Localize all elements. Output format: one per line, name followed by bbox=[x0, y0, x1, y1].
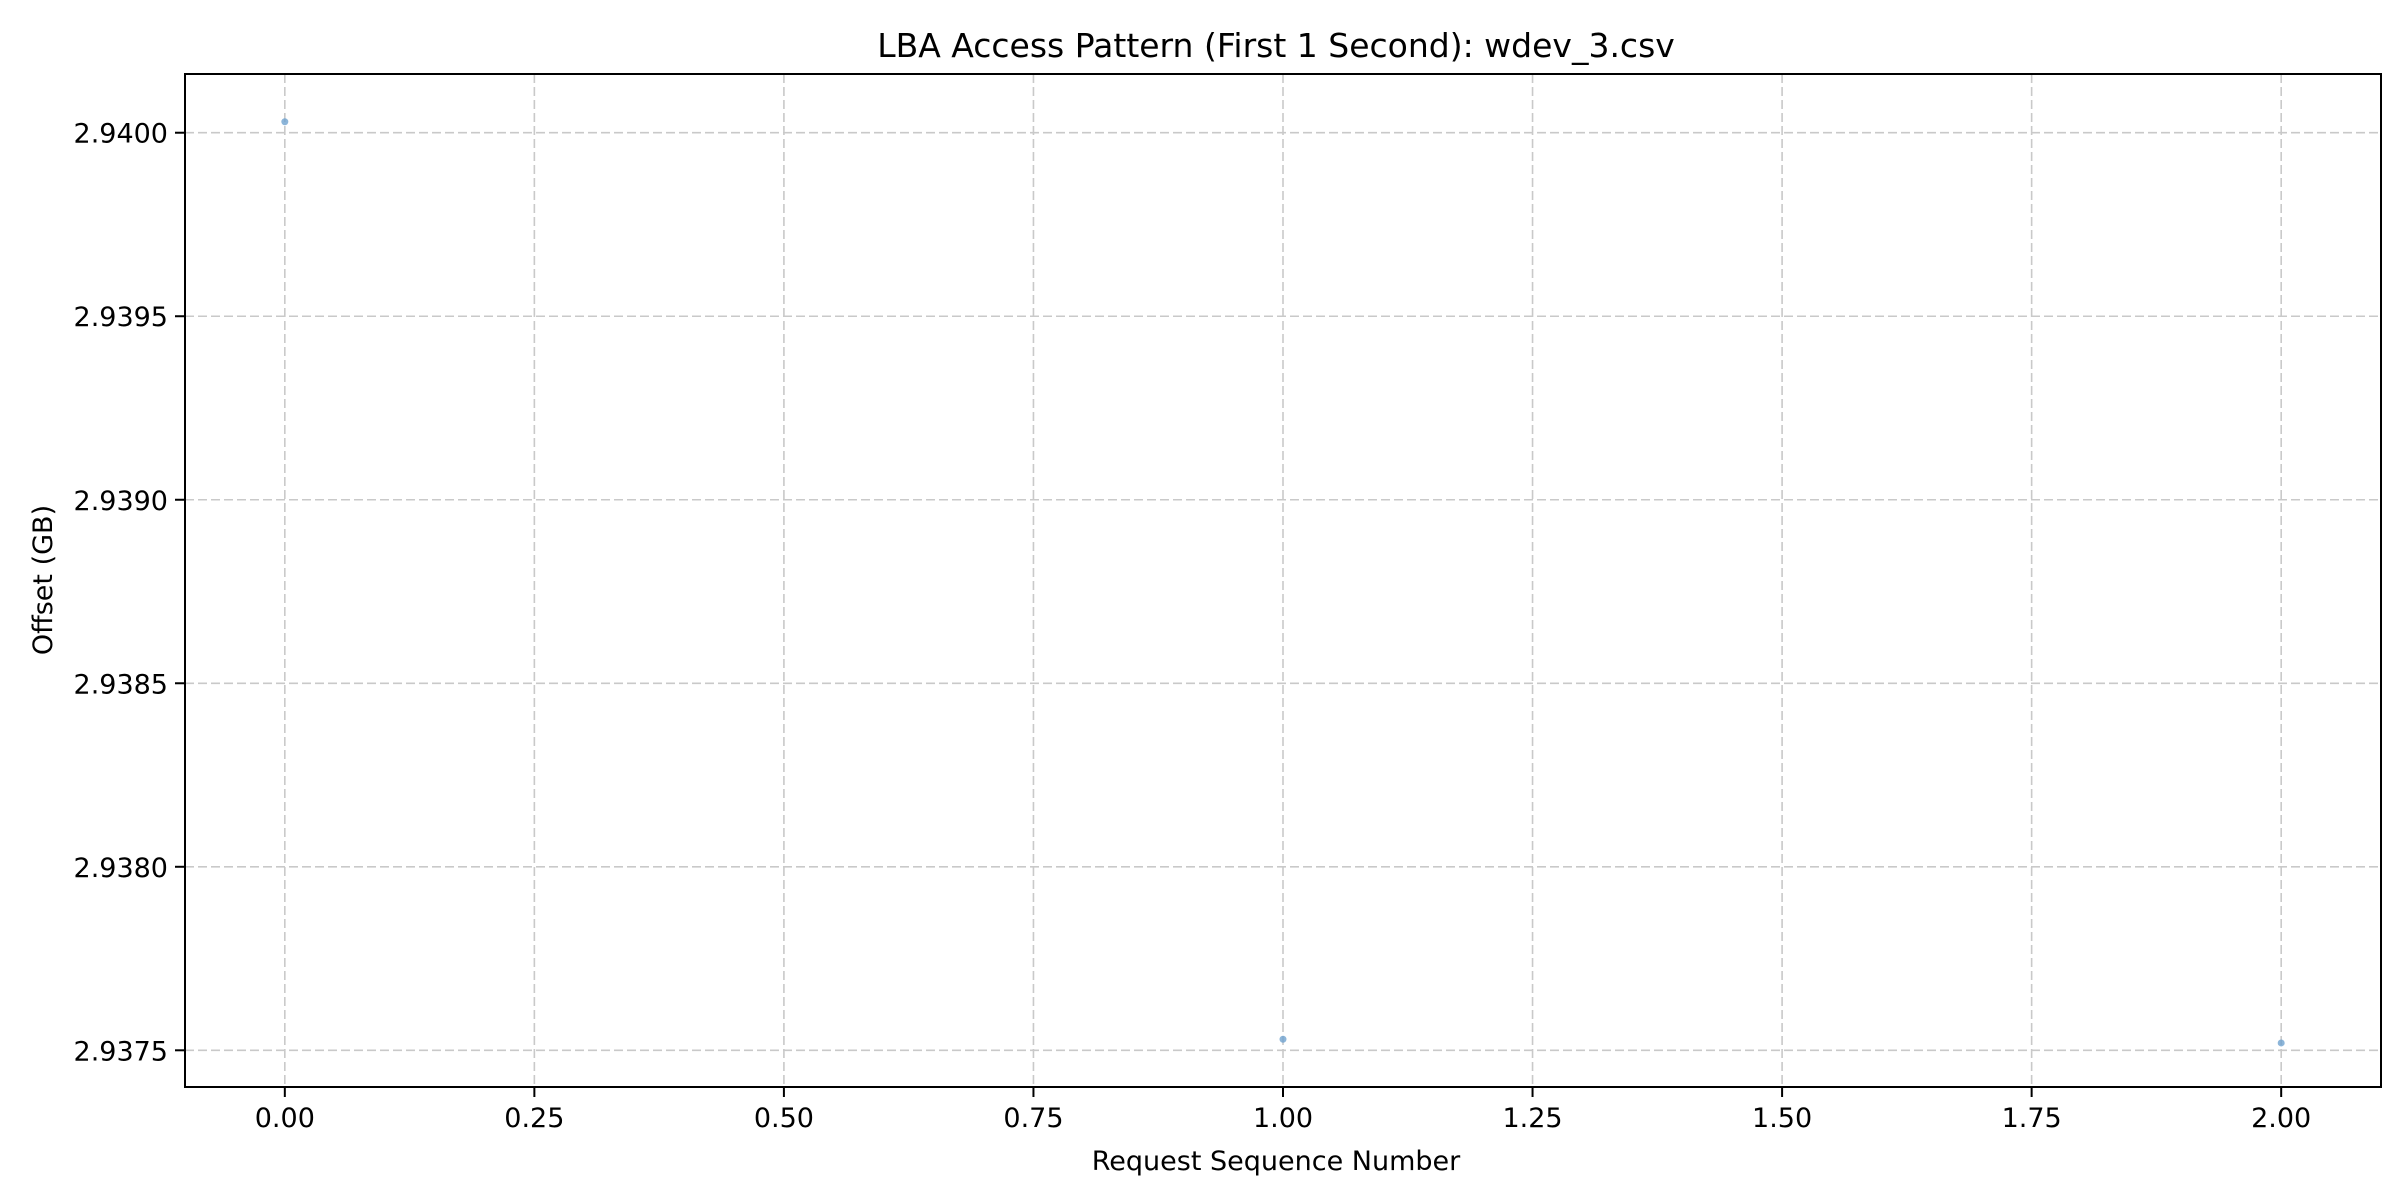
data-points bbox=[281, 118, 2285, 1047]
x-axis-ticks: 0.00 0.25 0.50 0.75 1.00 1.25 1.50 1.75 2.00 bbox=[255, 1087, 2311, 1134]
y-tick-label: 2.9390 bbox=[74, 486, 168, 517]
x-tick-label: 0.75 bbox=[1003, 1103, 1063, 1134]
y-tick-label: 2.9380 bbox=[74, 853, 168, 884]
x-tick-label: 0.50 bbox=[754, 1103, 814, 1134]
y-axis-ticks: 2.9375 2.9380 2.9385 2.9390 2.9395 2.9400 bbox=[74, 119, 185, 1067]
x-axis-label: Request Sequence Number bbox=[1092, 1146, 1461, 1177]
y-tick-label: 2.9400 bbox=[74, 119, 168, 150]
x-tick-label: 1.25 bbox=[1502, 1103, 1562, 1134]
x-tick-label: 1.75 bbox=[2002, 1103, 2062, 1134]
x-tick-label: 0.00 bbox=[255, 1103, 315, 1134]
chart-title: LBA Access Pattern (First 1 Second): wde… bbox=[877, 26, 1675, 65]
x-tick-label: 1.00 bbox=[1253, 1103, 1313, 1134]
x-tick-label: 1.50 bbox=[1752, 1103, 1812, 1134]
x-tick-label: 2.00 bbox=[2251, 1103, 2311, 1134]
y-tick-label: 2.9395 bbox=[74, 302, 168, 333]
grid-lines bbox=[185, 74, 2381, 1087]
x-tick-label: 0.25 bbox=[504, 1103, 564, 1134]
y-tick-label: 2.9385 bbox=[74, 669, 168, 700]
data-point bbox=[1279, 1035, 1287, 1043]
y-tick-label: 2.9375 bbox=[74, 1036, 168, 1067]
data-point bbox=[281, 118, 289, 126]
data-point bbox=[2277, 1039, 2285, 1047]
y-axis-label: Offset (GB) bbox=[28, 505, 59, 655]
